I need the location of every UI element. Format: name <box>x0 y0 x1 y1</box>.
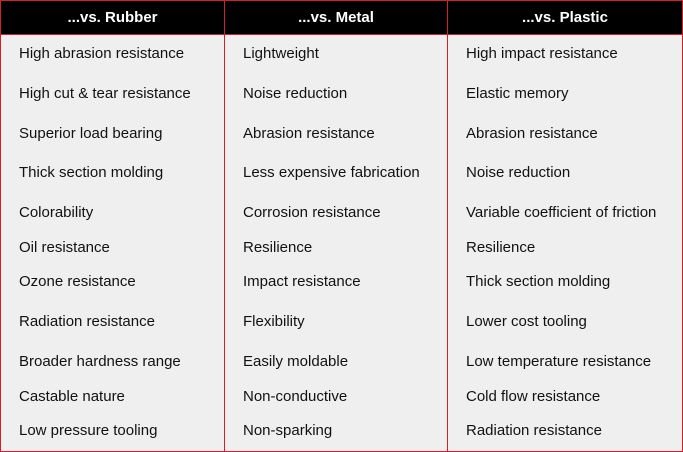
column-divider <box>224 1 225 451</box>
table-cell: Radiation resistance <box>466 422 602 439</box>
table-cell: Radiation resistance <box>19 313 155 330</box>
table-cell: Non-conductive <box>243 388 348 405</box>
table-cell: High cut & tear resistance <box>19 85 191 102</box>
table-cell: Impact resistance <box>243 273 361 290</box>
column-plastic: ...vs. Plastic High impact resistance El… <box>448 1 682 451</box>
table-cell: Cold flow resistance <box>466 388 601 405</box>
table-cell: Thick section molding <box>466 273 611 290</box>
table-cell: Castable nature <box>19 388 125 405</box>
table-cell: Easily moldable <box>243 353 349 370</box>
column-rubber: ...vs. Rubber High abrasion resistance H… <box>1 1 224 451</box>
column-header-rubber: ...vs. Rubber <box>1 1 224 35</box>
column-metal: ...vs. Metal Lightweight Noise reduction… <box>225 1 447 451</box>
table-cell: Low temperature resistance <box>466 353 652 370</box>
table-cell: Lightweight <box>243 45 319 62</box>
table-cell: Broader hardness range <box>19 353 181 370</box>
table-cell: Abrasion resistance <box>243 125 375 142</box>
table-cell: High abrasion resistance <box>19 45 185 62</box>
table-cell: Noise reduction <box>466 164 571 181</box>
table-cell: Oil resistance <box>19 239 110 256</box>
table-cell: High impact resistance <box>466 45 618 62</box>
table-cell: Lower cost tooling <box>466 313 587 330</box>
table-cell: Resilience <box>243 239 313 256</box>
table-cell: Thick section molding <box>19 164 164 181</box>
table-cell: Resilience <box>466 239 536 256</box>
table-cell: Colorability <box>19 204 94 221</box>
table-cell: Corrosion resistance <box>243 204 381 221</box>
table-cell: Superior load bearing <box>19 125 163 142</box>
table-cell: Low pressure tooling <box>19 422 158 439</box>
column-header-metal: ...vs. Metal <box>225 1 447 35</box>
column-header-plastic: ...vs. Plastic <box>448 1 682 35</box>
table-cell: Noise reduction <box>243 85 348 102</box>
table-cell: Elastic memory <box>466 85 569 102</box>
table-cell: Less expensive fabrication <box>243 164 420 181</box>
table-cell: Non-sparking <box>243 422 333 439</box>
table-cell: Variable coefficient of friction <box>466 204 657 221</box>
column-divider <box>447 1 448 451</box>
table-cell: Abrasion resistance <box>466 125 598 142</box>
table-cell: Flexibility <box>243 313 305 330</box>
table-cell: Ozone resistance <box>19 273 136 290</box>
